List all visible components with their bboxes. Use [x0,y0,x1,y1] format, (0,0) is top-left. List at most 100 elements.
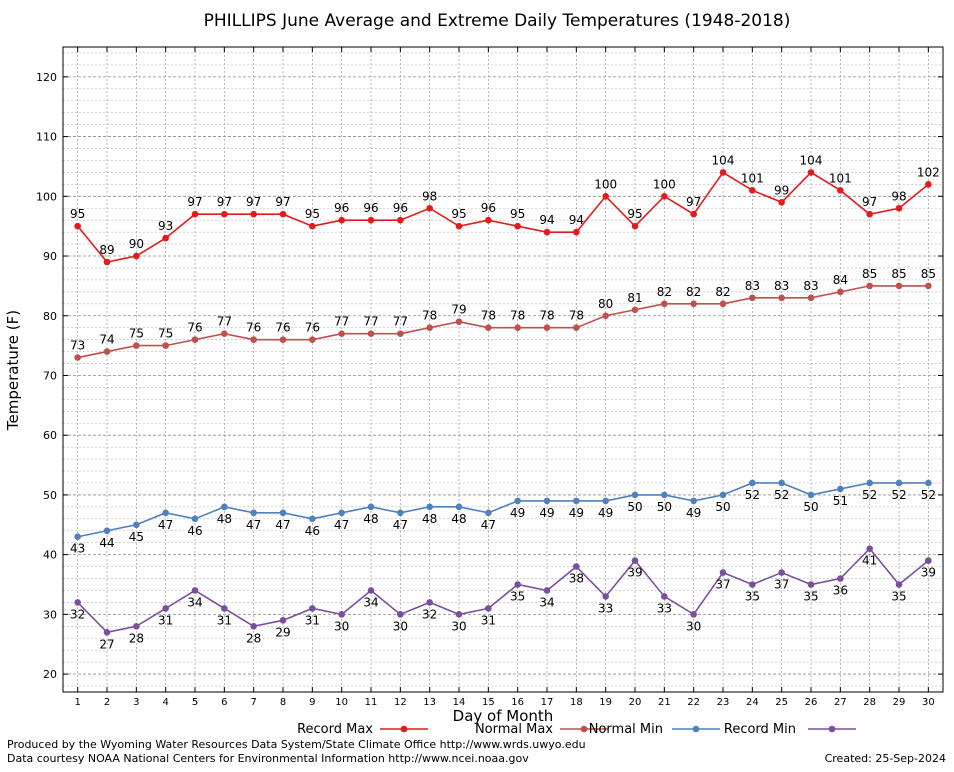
record-max-point [895,204,903,212]
record-min-point [367,587,375,594]
record-max-data-label: 96 [334,201,349,215]
record-min-data-label: 35 [803,590,818,604]
normal-min-point [309,515,316,523]
normal-min-point [661,491,668,499]
normal-max-point [338,330,345,337]
normal-max-data-label: 81 [627,291,642,305]
x-tick-label: 8 [280,697,286,708]
normal-max-point [191,336,199,343]
normal-min-point [866,479,873,487]
normal-max-point [426,324,433,331]
record-min-data-label: 30 [393,619,408,633]
normal-min-data-label: 47 [246,518,261,532]
record-min-data-label: 29 [275,625,290,639]
normal-max-data-label: 77 [217,315,232,329]
normal-max-data-label: 78 [422,309,437,323]
record-min-point [485,605,492,612]
record-min-point [778,569,785,576]
record-max-point [807,169,815,176]
record-min-point [807,581,815,588]
record-max-point [719,169,727,176]
x-tick-label: 10 [335,697,348,708]
normal-min-point [455,503,463,511]
normal-max-point [397,330,404,337]
record-min-point [719,569,727,576]
record-min-point [133,623,140,630]
normal-min-point [602,497,609,505]
record-max-data-label: 96 [481,201,496,215]
record-min-data-label: 28 [246,631,261,645]
x-tick-label: 6 [221,697,227,708]
record-min-data-label: 31 [305,613,320,627]
normal-max-point [895,282,903,290]
record-min-point [543,587,551,594]
normal-min-point [631,491,639,499]
normal-min-point [221,503,228,511]
normal-min-point [543,497,551,505]
series-record-max: 95 89 90 93 97 97 97 97 95 96 96 96 98 95 96 95 94 94 100 9… [70,153,940,266]
record-max-point [338,216,345,224]
record-min-point [162,605,169,612]
record-min-point [690,611,697,618]
normal-min-data-label: 47 [334,518,349,532]
x-tick-label: 19 [599,697,612,708]
normal-min-point [74,533,81,541]
record-min-point [602,593,609,600]
x-tick-label: 2 [104,697,110,708]
normal-min-point [807,491,815,499]
series-normal-min: 43 44 45 47 46 48 47 47 46 47 48 47 48 48 47 49 49 49 49 50… [70,479,936,556]
record-min-point [866,545,873,552]
record-min-point [191,587,199,594]
record-min-data-label: 30 [334,619,349,633]
record-max-data-label: 97 [862,195,877,209]
normal-max-point [602,312,609,320]
normal-max-data-label: 82 [715,285,730,299]
record-max-point [661,193,668,200]
y-tick-label: 30 [43,608,57,621]
record-max-data-label: 97 [217,195,232,209]
record-max-point [309,222,316,230]
normal-min-data-label: 43 [70,542,85,556]
normal-max-point [719,300,727,308]
record-max-point [573,228,580,236]
record-min-point [925,557,932,564]
record-max-data-label: 94 [539,213,554,227]
record-min-data-label: 37 [774,578,789,592]
normal-min-data-label: 48 [422,512,437,526]
normal-max-point [162,342,169,349]
record-max-data-label: 97 [275,195,290,209]
normal-max-point [778,294,785,302]
record-max-data-label: 89 [99,243,114,257]
record-min-point [661,593,668,600]
record-min-data-label: 34 [363,595,378,609]
normal-min-data-label: 47 [158,518,173,532]
record-max-data-label: 95 [305,207,320,221]
record-max-data-label: 104 [800,153,823,167]
record-max-point [426,204,433,212]
record-min-data-label: 38 [569,572,584,586]
normal-min-point [103,527,111,535]
normal-max-data-label: 84 [833,273,848,287]
record-max-point [631,222,639,230]
x-tick-label: 26 [805,697,818,708]
normal-min-point [250,509,257,517]
record-min-point [837,575,844,582]
record-max-data-label: 95 [70,207,85,221]
normal-max-point [631,306,639,314]
legend-label-record-min: Record Min [724,722,796,737]
normal-min-point [514,497,521,505]
normal-max-data-label: 76 [187,321,202,335]
normal-max-data-label: 77 [393,315,408,329]
normal-min-data-label: 49 [569,506,584,520]
normal-min-data-label: 48 [363,512,378,526]
normal-max-data-label: 75 [158,327,173,341]
y-tick-label: 50 [43,489,57,502]
record-max-point [543,228,551,236]
x-tick-label: 20 [629,697,642,708]
record-max-point [367,216,375,224]
normal-min-data-label: 52 [862,488,877,502]
normal-min-point [778,479,785,487]
x-tick-label: 9 [309,697,315,708]
normal-min-point [719,491,727,499]
